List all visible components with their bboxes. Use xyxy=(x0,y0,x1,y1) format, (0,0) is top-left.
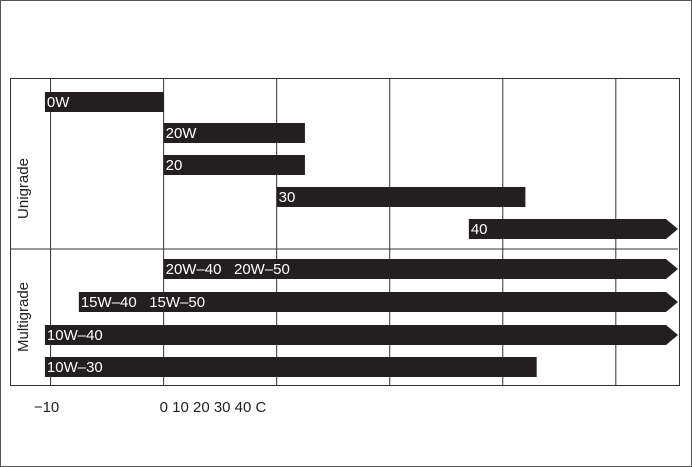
plot-frame xyxy=(10,78,680,386)
range-bar xyxy=(44,92,164,112)
range-bar xyxy=(163,259,678,279)
x-tick-label: −10 xyxy=(34,399,59,416)
bar-label: 20W–40 20W–50 xyxy=(166,261,290,278)
group-label: Multigrade xyxy=(15,282,32,352)
bar-label: 20W xyxy=(166,125,198,142)
bar-label: 40 xyxy=(471,221,488,238)
bar-label: 20 xyxy=(166,157,183,174)
range-bar xyxy=(468,219,678,239)
range-bar xyxy=(163,155,305,175)
range-bar xyxy=(163,123,305,143)
bar-label: 10W–30 xyxy=(47,359,103,376)
bar-label: 30 xyxy=(279,189,296,206)
range-bar xyxy=(276,187,526,207)
x-tick-label: 0 10 20 30 40 C xyxy=(160,399,267,416)
bar-label: 10W–40 xyxy=(47,327,103,344)
range-bar xyxy=(78,292,678,312)
bar-label: 0W xyxy=(47,94,70,111)
bar-label: 15W–40 15W–50 xyxy=(81,294,205,311)
group-label: Unigrade xyxy=(15,158,32,219)
range-bar xyxy=(44,325,678,345)
range-bar xyxy=(44,357,537,377)
